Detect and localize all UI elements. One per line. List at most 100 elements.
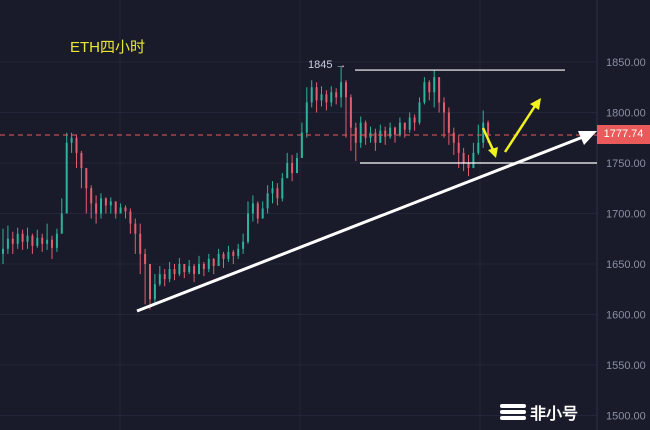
candle-body [149, 264, 151, 300]
candle-body [158, 274, 161, 285]
candle-body [134, 223, 137, 234]
candle-body [2, 248, 4, 254]
candle-body [408, 117, 411, 130]
candle-body [95, 203, 98, 214]
candle-body [100, 198, 102, 214]
candle-body [325, 94, 328, 103]
down-arrowhead [488, 147, 498, 158]
candle-body [90, 188, 93, 204]
logo-text: 非小号 [530, 406, 579, 423]
candle-body [428, 82, 431, 93]
candle-body [413, 117, 416, 123]
candle-body [70, 137, 73, 143]
candle-body [173, 269, 176, 275]
candle-body [467, 163, 470, 169]
candle-body [389, 127, 392, 137]
y-tick-label: 1800.00 [606, 108, 646, 120]
candle-body [487, 122, 490, 135]
candle-body [251, 203, 254, 214]
candle-body [207, 258, 210, 270]
candle-body [124, 207, 127, 212]
candle-body [222, 253, 225, 259]
candle-body [247, 213, 249, 242]
candle-body [330, 92, 333, 103]
candle-body [178, 264, 181, 275]
candle-body [129, 211, 132, 224]
candle-body [291, 163, 294, 174]
candle-body [46, 239, 49, 244]
y-tick-label: 1700.00 [606, 209, 646, 221]
down-arrow [481, 127, 495, 151]
candle-body [300, 132, 303, 158]
logo-icon [500, 404, 526, 420]
candle-body [85, 168, 88, 189]
candle-body [36, 237, 39, 246]
candle-body [75, 137, 78, 153]
candle-body [472, 152, 475, 169]
candle-body [256, 203, 259, 219]
candle-body [276, 188, 279, 199]
candle-body [104, 198, 107, 206]
chart-title: ETH四小时 [70, 39, 146, 56]
candle-body [482, 122, 485, 143]
candle-body [286, 163, 289, 179]
candle-body [242, 241, 245, 249]
candle-body [168, 269, 171, 280]
candle-body [217, 253, 220, 267]
candle-body [418, 102, 421, 123]
candle-body [364, 122, 367, 138]
candle-body [443, 102, 445, 113]
candle-body [193, 266, 196, 275]
candle-body [305, 102, 308, 133]
candle-body [394, 127, 396, 135]
y-tick-label: 1650.00 [606, 259, 646, 271]
candle-body [41, 237, 44, 244]
candle-body [55, 233, 58, 248]
candle-body [384, 130, 387, 137]
candle-body [296, 157, 298, 174]
y-tick-label: 1850.00 [606, 57, 646, 69]
trendline [136, 135, 584, 313]
candle-body [163, 274, 166, 280]
candle-body [31, 235, 34, 246]
candle-body [340, 82, 343, 98]
candle-body [266, 193, 269, 209]
candle-body [139, 233, 142, 254]
candle-body [477, 142, 480, 153]
candle-body [261, 208, 264, 219]
candle-body [202, 264, 205, 270]
candle-body [237, 248, 240, 256]
candle-body [65, 142, 68, 214]
candle-body [26, 235, 29, 242]
candle-body [271, 188, 274, 194]
candle-body [438, 77, 441, 103]
candle-body [349, 97, 352, 128]
candle-body [188, 266, 191, 273]
candle-body [212, 258, 215, 267]
candle-body [114, 201, 117, 214]
candle-body [398, 122, 401, 135]
candle-body [359, 122, 362, 143]
candle-body [119, 207, 122, 214]
candle-body [447, 112, 450, 133]
candle-body [80, 152, 83, 169]
candle-body [310, 87, 313, 103]
candle-body [109, 201, 112, 206]
candle-body [227, 251, 230, 259]
candle-body [144, 253, 147, 264]
y-tick-label: 1500.00 [606, 411, 646, 423]
candle-body [345, 82, 347, 98]
candle-body [60, 213, 63, 234]
candle-body [16, 233, 19, 244]
candle-body [433, 77, 436, 93]
candle-body [462, 152, 465, 163]
candle-body [198, 264, 200, 275]
candle-body [423, 82, 426, 103]
watermark-logo: 非小号 [500, 400, 578, 424]
candle-body [11, 238, 14, 244]
candle-body [6, 238, 9, 249]
y-tick-label: 1750.00 [606, 158, 646, 170]
y-tick-label: 1600.00 [606, 310, 646, 322]
